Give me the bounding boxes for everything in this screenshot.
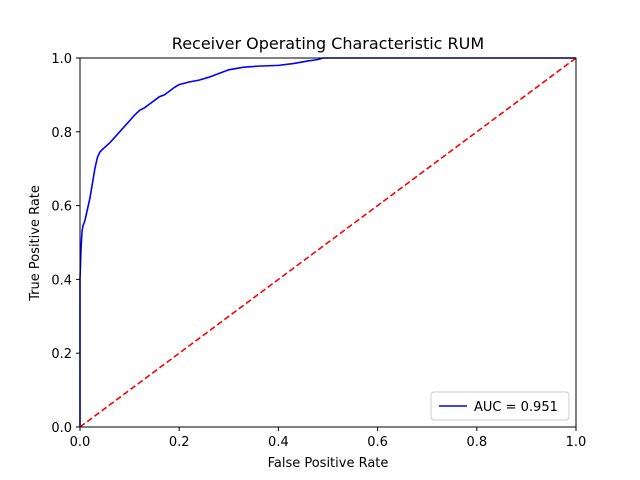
roc-curve-line <box>79 57 576 427</box>
y-tick-label: 0.6 <box>51 200 72 215</box>
legend-box <box>430 391 570 421</box>
y-axis-ticks: 0.0 0.2 0.4 0.6 0.8 1.0 <box>51 52 80 436</box>
plot-area <box>79 57 577 428</box>
x-tick-label: 0.4 <box>268 435 289 450</box>
chance-diagonal-line <box>79 57 577 428</box>
x-tick-label: 0.2 <box>169 435 190 450</box>
x-tick-label: 1.0 <box>566 435 587 450</box>
x-tick-label: 0.0 <box>70 435 91 450</box>
y-tick-label: 1.0 <box>51 52 72 67</box>
y-tick-label: 0.2 <box>51 347 72 362</box>
x-tick-label: 0.6 <box>367 435 388 450</box>
x-tick-label: 0.8 <box>466 435 487 450</box>
y-tick-label: 0.4 <box>51 273 72 288</box>
y-tick-label: 0.8 <box>51 126 72 141</box>
y-axis-label: True Positive Rate <box>28 185 43 302</box>
legend: AUC = 0.951 <box>430 391 570 421</box>
y-tick-label: 0.0 <box>51 421 72 436</box>
x-axis-ticks: 0.0 0.2 0.4 0.6 0.8 1.0 <box>70 427 587 450</box>
chart-title: Receiver Operating Characteristic RUM <box>172 34 484 53</box>
axes-frame <box>79 57 577 428</box>
legend-entry-label: AUC = 0.951 <box>474 400 558 415</box>
x-axis-label: False Positive Rate <box>268 456 389 471</box>
